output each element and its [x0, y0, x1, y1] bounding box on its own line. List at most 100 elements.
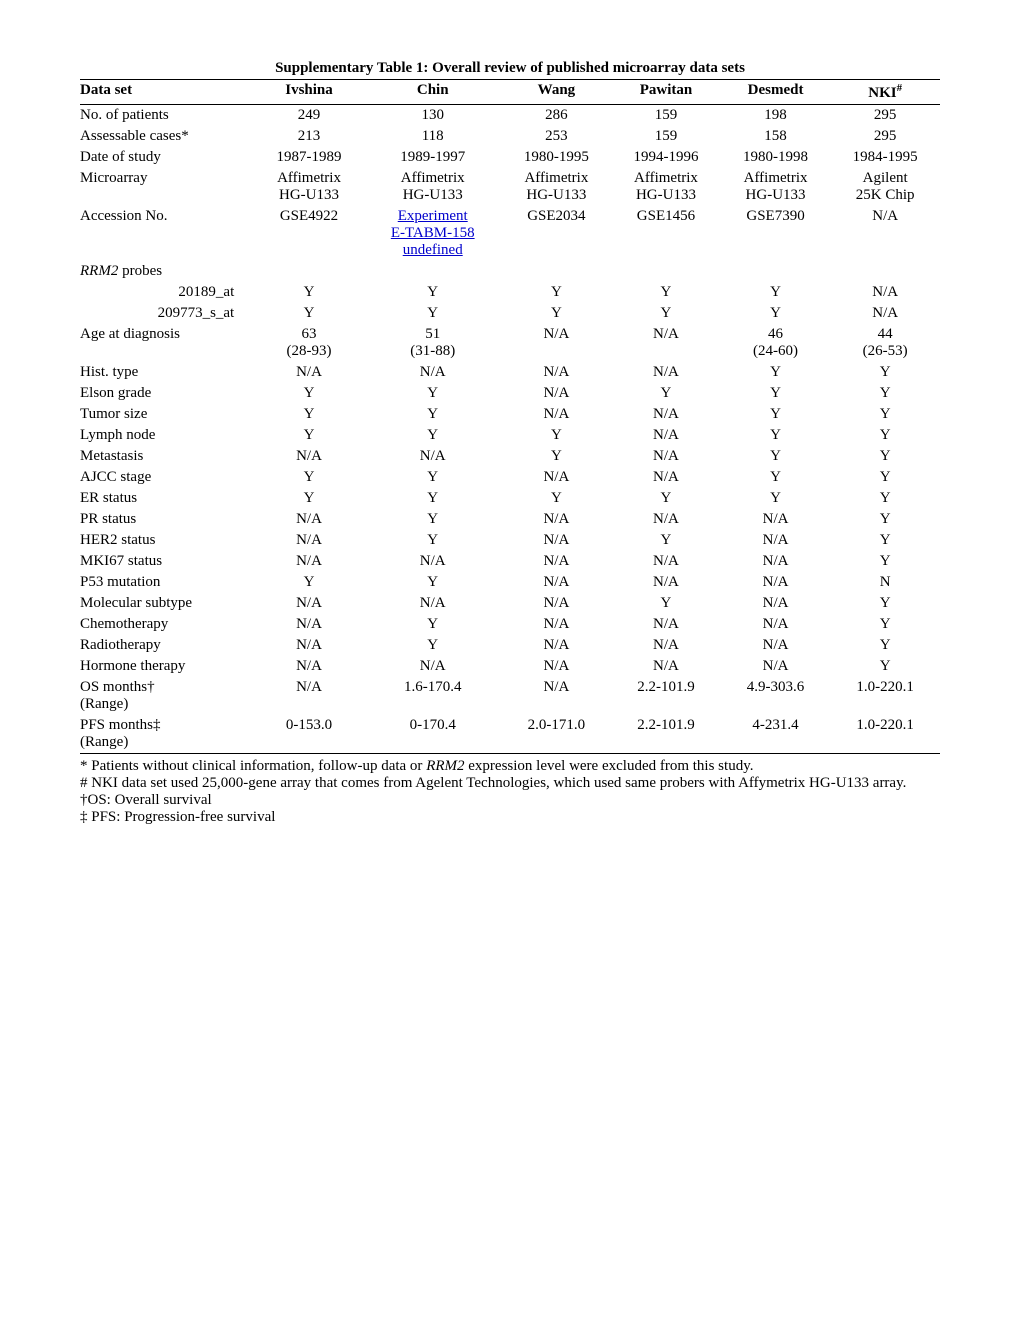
table-cell: N/A — [830, 303, 940, 324]
table-cell: Y — [364, 404, 502, 425]
table-cell: 46(24-60) — [721, 324, 831, 362]
table-cell: N/A — [611, 425, 721, 446]
table-cell: N/A — [364, 656, 502, 677]
table-cell: N/A — [502, 677, 612, 715]
table-cell: N/A — [611, 614, 721, 635]
table-cell: 159 — [611, 126, 721, 147]
table-row: AJCC stageYYN/AN/AYY — [80, 467, 940, 488]
table-row: 20189_atYYYYYN/A — [80, 282, 940, 303]
table-cell: 2.2-101.9 — [611, 677, 721, 715]
table-cell: N/A — [611, 467, 721, 488]
row-label: Metastasis — [80, 446, 254, 467]
row-label: Hist. type — [80, 362, 254, 383]
table-cell: N/A — [254, 362, 364, 383]
table-cell: 51(31-88) — [364, 324, 502, 362]
table-cell: Y — [830, 656, 940, 677]
row-label: Accession No. — [80, 206, 254, 261]
table-cell: 1.0-220.1 — [830, 715, 940, 754]
table-cell: Y — [721, 446, 831, 467]
table-row: ER statusYYYYYY — [80, 488, 940, 509]
row-label: RRM2 probes — [80, 261, 254, 282]
table-cell: N/A — [502, 509, 612, 530]
table-cell: N/A — [502, 467, 612, 488]
table-cell: Y — [254, 383, 364, 404]
table-row: RadiotherapyN/AYN/AN/AN/AY — [80, 635, 940, 656]
table-cell: 253 — [502, 126, 612, 147]
footnote: ‡ PFS: Progression-free survival — [80, 809, 940, 826]
table-cell: Y — [721, 383, 831, 404]
table-cell: Y — [254, 425, 364, 446]
row-label: Assessable cases* — [80, 126, 254, 147]
table-cell: Y — [721, 488, 831, 509]
row-label: No. of patients — [80, 105, 254, 127]
table-cell: N/A — [254, 551, 364, 572]
table-cell: 295 — [830, 105, 940, 127]
table-cell: N/A — [502, 551, 612, 572]
row-label: PFS months‡(Range) — [80, 715, 254, 754]
table-cell — [721, 261, 831, 282]
table-cell: N/A — [830, 206, 940, 261]
table-row: Accession No.GSE4922ExperimentE-TABM-158… — [80, 206, 940, 261]
table-cell: AffimetrixHG-U133 — [502, 168, 612, 206]
table-cell: GSE2034 — [502, 206, 612, 261]
table-cell: N/A — [721, 593, 831, 614]
table-row: RRM2 probes — [80, 261, 940, 282]
table-cell: N/A — [611, 635, 721, 656]
table-cell: AffimetrixHG-U133 — [254, 168, 364, 206]
table-row: Hormone therapyN/AN/AN/AN/AN/AY — [80, 656, 940, 677]
col-header: Desmedt — [721, 80, 831, 105]
table-cell: Y — [830, 530, 940, 551]
table-cell: Y — [830, 425, 940, 446]
table-cell: Y — [364, 635, 502, 656]
table-cell: N/A — [721, 635, 831, 656]
table-cell: N/A — [611, 324, 721, 362]
table-cell: 1.6-170.4 — [364, 677, 502, 715]
table-cell: Y — [611, 282, 721, 303]
table-cell: N/A — [254, 509, 364, 530]
table-cell: Y — [611, 303, 721, 324]
table-title: Supplementary Table 1: Overall review of… — [80, 60, 940, 77]
table-cell: Y — [611, 593, 721, 614]
table-cell: Y — [502, 425, 612, 446]
table-row: HER2 statusN/AYN/AYN/AY — [80, 530, 940, 551]
table-cell — [611, 261, 721, 282]
table-cell: 249 — [254, 105, 364, 127]
table-row: ChemotherapyN/AYN/AN/AN/AY — [80, 614, 940, 635]
table-cell: N/A — [721, 530, 831, 551]
table-cell: N/A — [254, 593, 364, 614]
table-row: OS months†(Range)N/A1.6-170.4N/A2.2-101.… — [80, 677, 940, 715]
row-label: 209773_s_at — [80, 303, 254, 324]
table-cell: Y — [830, 614, 940, 635]
table-row: P53 mutationYYN/AN/AN/AN — [80, 572, 940, 593]
table-cell — [502, 261, 612, 282]
row-label: 20189_at — [80, 282, 254, 303]
table-cell: Y — [830, 488, 940, 509]
table-cell: Y — [830, 383, 940, 404]
table-row: Assessable cases*213118253159158295 — [80, 126, 940, 147]
table-cell: N/A — [502, 572, 612, 593]
row-label: ER status — [80, 488, 254, 509]
table-cell: 0-153.0 — [254, 715, 364, 754]
table-cell: Y — [364, 572, 502, 593]
table-cell: 1987-1989 — [254, 147, 364, 168]
table-cell: Y — [254, 467, 364, 488]
table-cell: 1984-1995 — [830, 147, 940, 168]
table-cell: N/A — [364, 446, 502, 467]
table-cell: N/A — [254, 446, 364, 467]
table-cell: Y — [364, 425, 502, 446]
table-cell: N/A — [254, 614, 364, 635]
table-cell: Y — [364, 488, 502, 509]
footnote: # NKI data set used 25,000-gene array th… — [80, 775, 940, 792]
table-row: Molecular subtypeN/AN/AN/AYN/AY — [80, 593, 940, 614]
table-cell: AffimetrixHG-U133 — [611, 168, 721, 206]
table-cell: 63(28-93) — [254, 324, 364, 362]
row-label: PR status — [80, 509, 254, 530]
table-cell: 118 — [364, 126, 502, 147]
table-row: 209773_s_atYYYYYN/A — [80, 303, 940, 324]
row-label: Lymph node — [80, 425, 254, 446]
table-cell: N/A — [254, 656, 364, 677]
table-cell: 1980-1998 — [721, 147, 831, 168]
table-cell: Y — [721, 362, 831, 383]
accession-link[interactable]: ExperimentE-TABM-158undefined — [391, 208, 475, 258]
table-cell: N/A — [502, 635, 612, 656]
